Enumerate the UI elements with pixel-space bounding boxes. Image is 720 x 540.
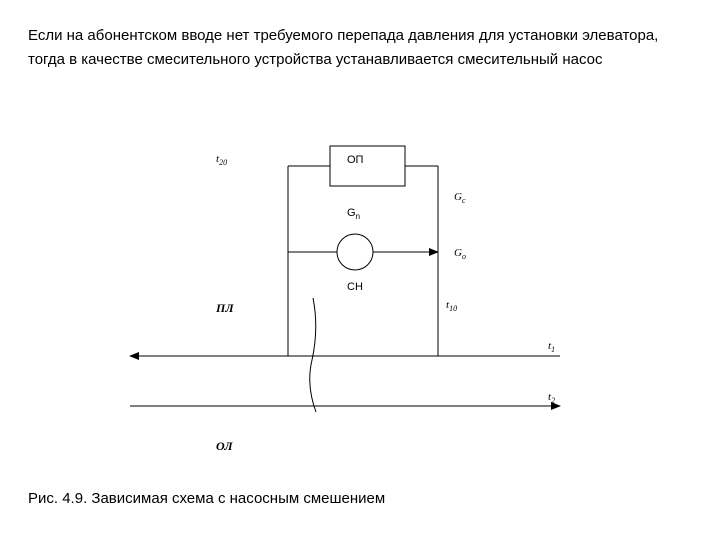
pump-circle: [337, 234, 373, 270]
op-label: ОП: [347, 154, 364, 166]
t2-label: t2: [548, 391, 555, 405]
op-box: [330, 146, 405, 186]
pl-label: ПЛ: [215, 301, 234, 315]
jumper-curve: [310, 298, 316, 412]
figure-caption: Рис. 4.9. Зависимая схема с насосным сме…: [28, 490, 385, 507]
gn-label: Gn: [347, 207, 360, 221]
diagram-svg: ОП t20 Gn Gс Gо t10 СН ПЛ t1 t2 ОЛ: [0, 0, 720, 540]
gc-label: Gс: [454, 191, 466, 205]
t20-label: t20: [216, 153, 227, 167]
ol-label: ОЛ: [216, 439, 233, 453]
t1-label: t1: [548, 340, 555, 354]
sn-label: СН: [347, 281, 363, 293]
t10-label: t10: [446, 299, 457, 313]
go-label: Gо: [454, 247, 466, 261]
